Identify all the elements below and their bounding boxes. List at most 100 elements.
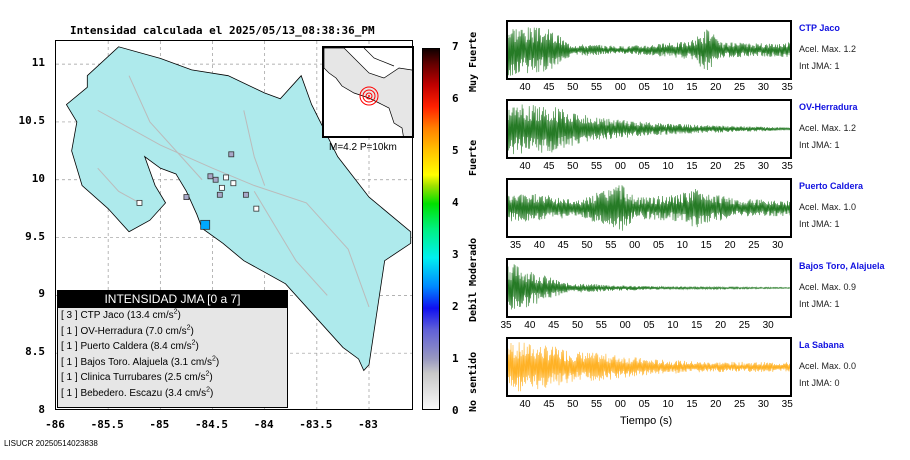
station-name: OV-Herradura xyxy=(799,102,858,112)
time-tick: 25 xyxy=(738,320,750,331)
map-x-tick: -83 xyxy=(358,418,378,431)
legend-end: ) xyxy=(190,325,194,337)
time-tick: 05 xyxy=(638,161,650,172)
trace-panel xyxy=(506,337,792,397)
time-tick: 10 xyxy=(662,82,674,93)
colorbar-tick: 3 xyxy=(452,248,459,261)
legend-intensity: [ 1 ] xyxy=(61,341,81,352)
map-y-tick: 9.5 xyxy=(25,229,45,243)
legend-sup: 2 xyxy=(186,324,191,332)
legend-row: [ 1 ] Bajos Toro. Alajuela (3.1 cm/s2) xyxy=(58,355,287,371)
colorbar-label: Muy Fuerte xyxy=(468,31,479,92)
colorbar-tick: 6 xyxy=(452,92,459,105)
inset-canvas xyxy=(324,48,412,136)
legend-end: ) xyxy=(215,356,220,368)
footer-id: LISUCR 20250514023838 xyxy=(4,439,98,448)
time-tick: 00 xyxy=(614,161,626,172)
time-tick: 50 xyxy=(567,399,579,410)
time-tick: 40 xyxy=(519,399,531,410)
time-tick: 40 xyxy=(519,161,531,172)
station-marker xyxy=(230,180,237,187)
waveform-line xyxy=(508,342,790,392)
map-x-tick: -85 xyxy=(149,418,170,431)
trace-panel xyxy=(506,178,792,238)
time-tick: 45 xyxy=(543,399,555,410)
jma-intensity: Int JMA: 0 xyxy=(799,378,840,388)
station-name: Puerto Caldera xyxy=(799,181,864,191)
time-tick: 55 xyxy=(595,320,607,331)
time-tick: 25 xyxy=(748,240,760,251)
time-tick: 50 xyxy=(581,240,593,251)
waveform xyxy=(508,185,790,231)
station-marker xyxy=(218,184,225,191)
trace-ticks: 35 40 45 50 55 00 05 10 15 20 25 30 xyxy=(500,320,792,334)
time-tick: 10 xyxy=(667,320,679,331)
jma-intensity: Int JMA: 1 xyxy=(799,299,840,309)
time-tick: 05 xyxy=(638,82,650,93)
legend-station: Bajos Toro. Alajuela (3.1 cm/s xyxy=(80,356,213,368)
time-tick: 05 xyxy=(652,240,665,251)
colorbar-label: Debil xyxy=(468,291,479,322)
inset-border xyxy=(363,48,395,67)
time-tick: 45 xyxy=(543,82,555,93)
colorbar-tick: 0 xyxy=(452,404,459,417)
time-tick: 20 xyxy=(714,320,727,331)
colorbar-tick: 5 xyxy=(452,144,459,157)
map-x-tick: -84 xyxy=(253,418,274,431)
colorbar-label: No sentido xyxy=(468,351,479,412)
legend-title: INTENSIDAD JMA [0 a 7] xyxy=(58,291,287,308)
map-y-tick: 9 xyxy=(38,287,45,301)
time-tick: 55 xyxy=(605,240,617,251)
waveform-line xyxy=(508,104,790,155)
legend-sup: 2 xyxy=(212,355,216,363)
inset-land xyxy=(324,48,412,136)
time-tick: 15 xyxy=(686,399,698,410)
time-tick: 35 xyxy=(781,82,793,93)
trace-ticks: 40 45 50 55 00 05 10 15 20 25 30 35 xyxy=(506,399,793,413)
map-x-tick: -83.5 xyxy=(299,418,333,431)
station-name: La Sabana xyxy=(799,340,845,350)
inset-caption: M=4.2 P=10km xyxy=(329,142,397,153)
road-line xyxy=(97,167,140,204)
time-tick: 10 xyxy=(662,399,674,410)
legend-row: [ 1 ] Puerto Caldera (8.4 cm/s2) xyxy=(58,339,287,355)
colorbar-label: Fuerte xyxy=(468,139,479,176)
time-tick: 20 xyxy=(724,240,736,251)
time-tick: 30 xyxy=(757,399,769,410)
trace-ticks: 40 45 50 55 00 05 10 15 20 25 30 35 xyxy=(506,161,793,175)
map-x-tick: -86 xyxy=(45,418,65,431)
intensity-legend: INTENSIDAD JMA [0 a 7] [ 3 ] CTP Jaco (1… xyxy=(57,290,288,408)
legend-station: CTP Jaco (13.4 cm/s xyxy=(80,310,174,321)
station-marker xyxy=(136,199,143,206)
trace-panel xyxy=(506,20,792,80)
colorbar-tick: 2 xyxy=(452,300,459,313)
legend-row: [ 1 ] Clinica Turrubares (2.5 cm/s2) xyxy=(58,370,287,386)
time-tick: 25 xyxy=(734,82,746,93)
trace-ticks: 40 45 50 55 00 05 10 15 20 25 30 35 xyxy=(506,82,793,96)
trace-panel xyxy=(506,258,792,318)
legend-sup: 2 xyxy=(205,370,210,378)
trace-ticks: 35 40 45 50 55 00 05 10 15 20 25 30 xyxy=(506,240,792,254)
station-marker xyxy=(228,151,235,158)
station-marker xyxy=(183,194,190,200)
map-y-tick: 10 xyxy=(31,171,45,185)
time-tick: 20 xyxy=(710,82,722,93)
time-tick: 25 xyxy=(734,399,746,410)
intensity-colorbar xyxy=(422,48,440,410)
time-tick: 40 xyxy=(524,320,536,331)
time-tick: 30 xyxy=(757,161,769,172)
time-tick: 05 xyxy=(638,399,650,410)
time-tick: 35 xyxy=(781,161,793,172)
legend-end: ) xyxy=(195,341,199,352)
time-tick: 45 xyxy=(548,320,560,331)
station-marker xyxy=(242,191,249,198)
waveform-line xyxy=(508,27,790,76)
time-tick: 30 xyxy=(757,82,769,93)
station-marker xyxy=(253,205,260,212)
map-x-tick: -84.5 xyxy=(194,418,229,431)
colorbar-tick: 1 xyxy=(452,352,459,365)
colorbar-label: Moderado xyxy=(468,237,479,286)
station-marker xyxy=(212,176,219,183)
time-tick: 45 xyxy=(543,161,555,172)
station-name: CTP Jaco xyxy=(799,23,840,33)
